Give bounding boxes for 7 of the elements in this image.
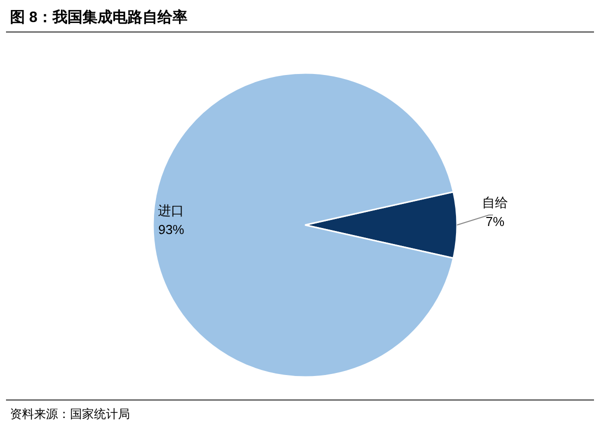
pie-slice (152, 72, 454, 378)
data-label: 7% (486, 214, 505, 229)
slice-label: 自给 (482, 195, 508, 210)
text: 资料来源：国家统计局 (10, 407, 130, 421)
chart-title: 图 8：我国集成电路自给率 (10, 8, 188, 26)
data-label: 93% (158, 222, 185, 237)
slice-label: 进口 (158, 203, 184, 218)
